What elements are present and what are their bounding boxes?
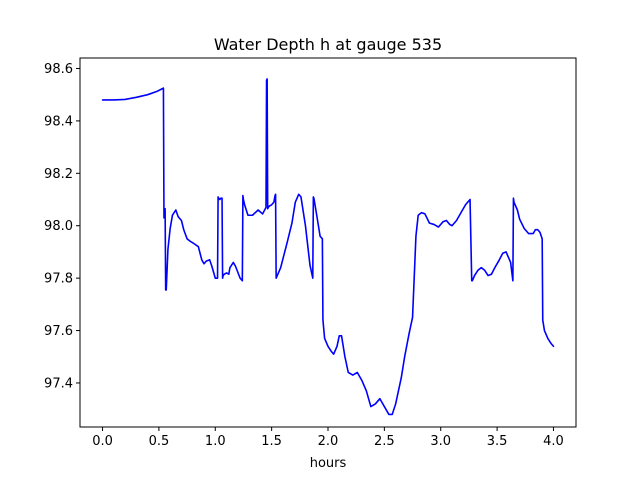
x-axis-label: hours	[310, 456, 347, 471]
chart-title: Water Depth h at gauge 535	[214, 35, 442, 54]
x-tick-label: 4.0	[543, 434, 564, 449]
series-line	[101, 78, 555, 416]
y-axis: 97.4 97.6 97.8 98.0 98.2 98.4 98.6	[44, 62, 80, 391]
series-layer	[101, 78, 555, 416]
x-tick-label: 0.5	[149, 434, 170, 449]
y-tick-label: 98.6	[44, 62, 73, 77]
x-tick-label: 0.0	[92, 434, 113, 449]
y-tick-label: 97.6	[44, 324, 73, 339]
x-tick-label: 2.0	[318, 434, 339, 449]
x-tick-label: 2.5	[374, 434, 395, 449]
plot-area	[79, 57, 577, 428]
y-tick-label: 98.0	[44, 219, 73, 234]
x-axis: 0.0 0.5 1.0 1.5 2.0 2.5 3.0 3.5 4.0	[92, 427, 564, 449]
x-tick-label: 3.0	[430, 434, 451, 449]
x-tick-label: 1.5	[261, 434, 282, 449]
axes-background	[80, 58, 576, 427]
y-tick-label: 98.4	[44, 114, 73, 129]
y-tick-label: 97.4	[44, 376, 73, 391]
x-tick-label: 1.0	[205, 434, 226, 449]
y-tick-label: 97.8	[44, 272, 73, 287]
y-tick-label: 98.2	[44, 167, 73, 182]
x-tick-label: 3.5	[487, 434, 508, 449]
